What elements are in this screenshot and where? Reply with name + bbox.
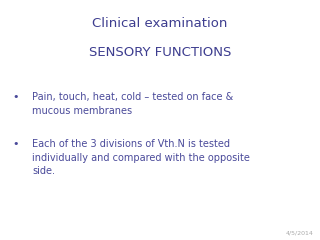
- Text: •: •: [13, 92, 19, 102]
- Text: Pain, touch, heat, cold – tested on face &
mucous membranes: Pain, touch, heat, cold – tested on face…: [32, 92, 233, 116]
- Text: Clinical examination: Clinical examination: [92, 17, 228, 30]
- Text: 4/5/2014: 4/5/2014: [286, 230, 314, 235]
- Text: SENSORY FUNCTIONS: SENSORY FUNCTIONS: [89, 46, 231, 59]
- Text: Each of the 3 divisions of Vth.N is tested
individually and compared with the op: Each of the 3 divisions of Vth.N is test…: [32, 139, 250, 176]
- Text: •: •: [13, 139, 19, 149]
